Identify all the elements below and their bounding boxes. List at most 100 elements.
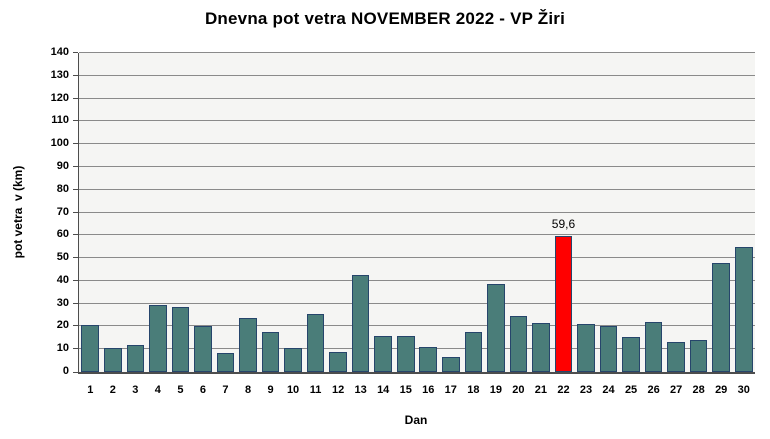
bar-day-12 (329, 351, 347, 372)
y-tick-label-120: 120 (50, 91, 69, 104)
x-tick-label-28: 28 (692, 384, 705, 396)
y-tick-mark-0 (72, 372, 78, 373)
bar-day-1 (81, 325, 100, 372)
bar-day-3 (126, 344, 145, 372)
bar-day-23 (577, 324, 595, 372)
gridline-10 (79, 348, 755, 350)
bar-day-17 (442, 357, 460, 372)
x-tick-label-18: 18 (467, 384, 480, 396)
x-tick-label-10: 10 (286, 384, 300, 396)
bar-day-6 (194, 326, 212, 372)
y-tick-mark-20 (72, 325, 78, 327)
y-tick-mark-80 (72, 188, 78, 190)
x-tick-label-20: 20 (512, 384, 525, 396)
y-tick-mark-30 (72, 302, 78, 304)
bar-day-29 (712, 262, 730, 372)
y-tick-mark-60 (72, 234, 78, 236)
y-tick-label-100: 100 (50, 137, 69, 150)
gridline-100 (79, 143, 755, 145)
bar-day-4 (149, 304, 167, 372)
y-tick-mark-40 (72, 279, 78, 281)
x-tick-label-3: 3 (132, 384, 139, 396)
y-tick-label-0: 0 (62, 365, 69, 377)
x-tick-label-26: 26 (647, 384, 660, 396)
x-tick-label-16: 16 (422, 384, 435, 396)
gridline-40 (79, 279, 755, 281)
bar-day-16 (419, 346, 438, 372)
x-tick-label-8: 8 (244, 384, 252, 396)
y-tick-label-130: 130 (50, 68, 69, 81)
y-tick-label-80: 80 (56, 182, 69, 195)
bar-day-28 (689, 340, 708, 372)
gridline-70 (79, 211, 755, 213)
x-tick-label-19: 19 (489, 384, 502, 396)
x-tick-label-25: 25 (624, 384, 638, 396)
y-tick-mark-140 (72, 52, 78, 53)
x-tick-label-27: 27 (670, 384, 683, 396)
x-tick-label-14: 14 (377, 384, 390, 396)
y-axis-title: pot vetra v (km) (11, 165, 25, 259)
y-tick-mark-10 (72, 348, 78, 350)
x-tick-label-9: 9 (267, 384, 274, 396)
bar-day-19 (487, 284, 505, 372)
gridline-130 (79, 74, 755, 76)
bar-day-10 (284, 348, 302, 372)
y-tick-label-60: 60 (56, 228, 69, 241)
plot-area: 0 10 20 30 40 50 60 70 80 90 100 110 120 130 140 1 2 3 4 5 6… (51, 46, 755, 396)
bar-day-15 (396, 335, 415, 372)
x-tick-label-7: 7 (222, 384, 229, 396)
bar-day-13 (351, 275, 370, 372)
y-tick-label-140: 140 (50, 46, 69, 58)
bar-day-8 (239, 318, 257, 372)
x-tick-label-17: 17 (444, 384, 457, 396)
gridline-30 (79, 302, 755, 304)
gridline-90 (79, 165, 755, 167)
y-tick-mark-90 (72, 165, 78, 167)
x-tick-label-2: 2 (109, 384, 116, 396)
y-tick-mark-110 (72, 120, 78, 122)
bar-day-26 (644, 321, 663, 372)
bar-day-24 (599, 326, 618, 372)
y-tick-label-50: 50 (56, 251, 69, 264)
highlight-bar-day-22 (554, 236, 573, 372)
gridline-110 (79, 120, 755, 122)
y-tick-label-70: 70 (56, 205, 69, 218)
x-tick-label-21: 21 (534, 384, 548, 396)
bar-day-18 (464, 332, 483, 372)
y-tick-label-30: 30 (56, 296, 69, 309)
gridline-60 (79, 234, 755, 236)
bar-day-14 (374, 335, 392, 372)
bar-day-21 (532, 323, 550, 372)
x-tick-label-5: 5 (177, 384, 184, 396)
y-tick-mark-50 (72, 257, 78, 259)
gridline-140 (79, 52, 755, 53)
x-tick-label-15: 15 (399, 384, 412, 396)
bar-day-30 (734, 246, 753, 372)
gridline-20 (79, 325, 755, 327)
chart-title: Dnevna pot vetra NOVEMBER 2022 - VP Žiri (204, 9, 566, 28)
gridline-120 (79, 97, 755, 99)
bar-day-11 (306, 313, 325, 372)
y-tick-mark-100 (72, 143, 78, 145)
y-tick-mark-70 (72, 211, 78, 213)
y-tick-label-10: 10 (56, 342, 69, 355)
y-tick-label-110: 110 (51, 114, 69, 127)
x-axis-title: Dan (404, 413, 428, 427)
y-tick-label-40: 40 (56, 273, 69, 286)
x-tick-label-6: 6 (199, 384, 206, 396)
x-tick-label-22: 22 (557, 384, 570, 396)
bar-day-5 (171, 307, 190, 372)
x-tick-label-24: 24 (602, 384, 615, 396)
highlight-value-label: 59,6 (551, 217, 576, 232)
bar-day-25 (622, 336, 640, 372)
y-tick-label-20: 20 (56, 319, 69, 332)
x-tick-label-23: 23 (579, 384, 593, 396)
x-tick-label-11: 11 (309, 384, 322, 396)
bar-day-2 (104, 348, 122, 372)
x-tick-label-13: 13 (354, 384, 367, 396)
x-tick-label-29: 29 (715, 384, 728, 396)
x-tick-label-1: 1 (87, 384, 94, 396)
y-tick-mark-120 (72, 97, 78, 99)
x-tick-label-12: 12 (332, 384, 345, 396)
bar-day-9 (261, 332, 280, 372)
